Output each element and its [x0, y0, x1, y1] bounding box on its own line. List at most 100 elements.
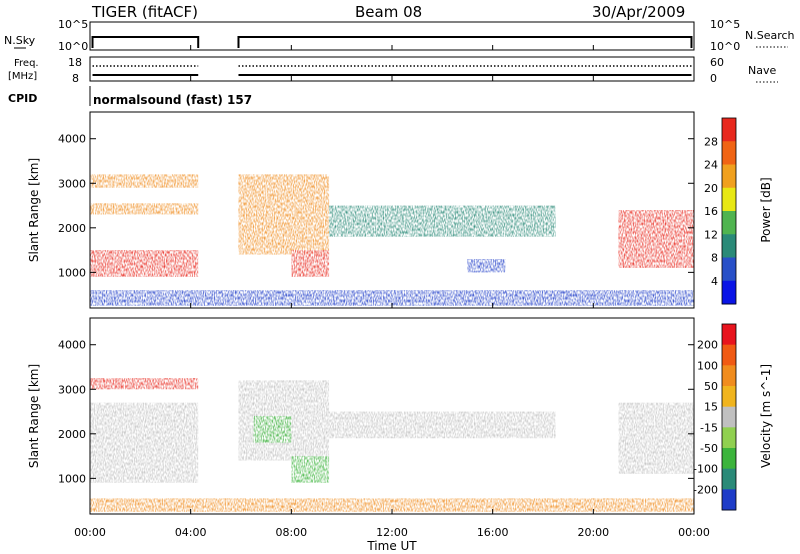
- scatter-region: [467, 259, 506, 273]
- cpid-label: CPID: [8, 92, 37, 105]
- scatter-region: [329, 205, 556, 237]
- colorbar-tick-label: 28: [704, 135, 718, 148]
- colorbar-segment: [722, 257, 736, 282]
- x-axis-label: Time UT: [366, 539, 417, 553]
- power-colorbar-label: Power [dB]: [759, 177, 773, 242]
- noise-left-tick-bottom: 10^0: [58, 40, 88, 53]
- colorbar-segment: [722, 187, 736, 212]
- scatter-region: [329, 411, 556, 439]
- scatter-region: [90, 378, 199, 390]
- colorbar-segment: [722, 386, 736, 408]
- cpid-value: normalsound (fast) 157: [93, 93, 252, 107]
- colorbar-tick-label: 12: [704, 228, 718, 241]
- colorbar-segment: [722, 164, 736, 189]
- freq-tick-bottom: 8: [72, 72, 79, 85]
- colorbar-tick-label: 4: [711, 275, 718, 288]
- station-title: TIGER (fitACF): [91, 3, 198, 21]
- power-colorbar: 28 24 20 16 12 8 4: [704, 117, 737, 305]
- colorbar-tick-label: -100: [693, 463, 718, 476]
- x-tick-label: 00:00: [74, 526, 106, 539]
- scatter-region: [90, 290, 694, 306]
- noise-left-tick-top: 10^5: [58, 18, 88, 31]
- colorbar-tick-label: -15: [700, 421, 718, 434]
- power-y-axis: 1000 2000 3000 4000: [58, 133, 694, 279]
- colorbar-tick-label: 20: [704, 182, 718, 195]
- x-tick-label: 20:00: [577, 526, 609, 539]
- power-ylabel: Slant Range [km]: [27, 158, 41, 262]
- noise-sky-label: N.Sky: [4, 34, 36, 47]
- colorbar-tick-label: 8: [711, 252, 718, 265]
- colorbar-segment: [722, 324, 736, 346]
- colorbar-tick-label: 15: [704, 401, 718, 414]
- beam-label: Beam 08: [355, 3, 422, 21]
- y-tick-label: 4000: [58, 133, 86, 146]
- y-tick-label: 2000: [58, 428, 86, 441]
- colorbar-segment: [722, 234, 736, 258]
- colorbar-segment: [722, 468, 736, 490]
- x-tick-label: 00:00: [678, 526, 710, 539]
- nave-tick-top: 60: [710, 56, 724, 69]
- y-tick-label: 4000: [58, 339, 86, 352]
- colorbar-segment: [722, 427, 736, 449]
- scatter-region: [238, 174, 330, 255]
- colorbar-tick-label: 200: [697, 339, 718, 352]
- colorbar-segment: [722, 141, 736, 165]
- y-tick-label: 1000: [58, 472, 86, 485]
- y-tick-label: 3000: [58, 177, 86, 190]
- colorbar-segment: [722, 448, 736, 470]
- nave-label: Nave: [748, 64, 776, 77]
- y-tick-label: 3000: [58, 383, 86, 396]
- velocity-colorbar-label: Velocity [m s^-1]: [759, 364, 773, 468]
- colorbar-segment: [722, 211, 736, 235]
- velocity-colorbar: 200 100 50 15 -15 -50 -100 -200: [693, 323, 737, 511]
- colorbar-tick-label: -50: [700, 442, 718, 455]
- scatter-region: [90, 498, 694, 512]
- scatter-region: [90, 174, 199, 188]
- velocity-y-axis: 1000 2000 3000 4000: [58, 339, 694, 485]
- date-label: 30/Apr/2009: [592, 3, 685, 21]
- y-tick-label: 1000: [58, 266, 86, 279]
- noise-panel: N.Sky 10^5 10^0 10^5 10^0 N.Search: [4, 18, 795, 53]
- nave-tick-bottom: 0: [710, 72, 717, 85]
- colorbar-tick-label: 16: [704, 205, 718, 218]
- scatter-region: [618, 210, 694, 268]
- noise-search-label: N.Search: [745, 29, 795, 42]
- freq-trace: [92, 65, 692, 76]
- noise-trace-line: [91, 36, 200, 48]
- scatter-region: [291, 456, 330, 483]
- colorbar-segment: [722, 365, 736, 387]
- noise-right-tick-bottom: 10^0: [710, 40, 740, 53]
- x-tick-label: 12:00: [376, 526, 408, 539]
- time-axis: 00:00 04:00 08:00 12:00 16:00 20:00 00:00: [74, 45, 710, 539]
- noise-right-tick-top: 10^5: [710, 18, 740, 31]
- colorbar-tick-label: -200: [693, 483, 718, 496]
- x-tick-label: 04:00: [175, 526, 207, 539]
- scatter-region: [90, 402, 199, 483]
- velocity-heatmap: [90, 378, 694, 512]
- noise-trace-line: [237, 36, 693, 48]
- x-tick-label: 16:00: [477, 526, 509, 539]
- freq-label: Freq.: [14, 58, 39, 69]
- colorbar-tick-label: 100: [697, 359, 718, 372]
- noise-sky-trace: [91, 36, 693, 48]
- scatter-region: [90, 203, 199, 215]
- colorbar-segment: [722, 406, 736, 428]
- power-panel: 1000 2000 3000 4000 Slant Range [km] 28 24 20…: [27, 111, 773, 309]
- colorbar-segment: [722, 344, 736, 366]
- scatter-region: [90, 250, 199, 277]
- scatter-region: [618, 402, 694, 474]
- colorbar-segment: [722, 280, 736, 305]
- scatter-region: [253, 416, 292, 443]
- freq-tick-top: 18: [68, 56, 82, 69]
- power-heatmap: [90, 174, 694, 306]
- colorbar-segment: [722, 489, 736, 511]
- scatter-region: [291, 250, 330, 277]
- x-tick-label: 08:00: [275, 526, 307, 539]
- freq-panel: Freq. [MHz] 18 8 60 0 Nave: [8, 56, 778, 85]
- colorbar-tick-label: 50: [704, 380, 718, 393]
- velocity-ylabel: Slant Range [km]: [27, 364, 41, 468]
- colorbar-segment: [722, 118, 736, 142]
- y-tick-label: 2000: [58, 222, 86, 235]
